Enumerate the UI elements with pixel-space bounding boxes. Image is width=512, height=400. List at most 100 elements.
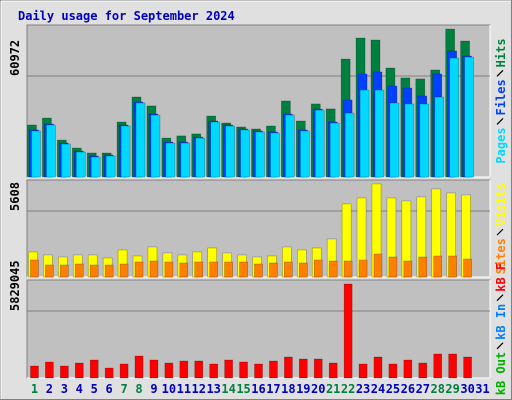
bar <box>60 264 69 278</box>
bar <box>464 56 474 178</box>
x-tick-label: 11 <box>177 382 191 396</box>
bar <box>373 253 383 278</box>
bar <box>373 356 383 379</box>
legend-separator <box>496 294 504 302</box>
bar <box>30 365 39 379</box>
bar <box>164 261 174 278</box>
bar <box>164 362 174 379</box>
legend-entry: kB F <box>494 263 508 292</box>
bar <box>254 263 263 278</box>
bar <box>463 258 472 278</box>
bar <box>313 259 323 278</box>
x-tick-label: 16 <box>251 382 265 396</box>
x-tick-label: 23 <box>356 382 370 396</box>
plot-area <box>26 279 491 379</box>
legend-separator <box>496 118 504 125</box>
legend-entry: Files <box>494 79 508 115</box>
bar <box>74 263 84 278</box>
bar <box>388 256 398 278</box>
bar <box>89 264 99 278</box>
bar <box>46 124 56 178</box>
bar <box>134 355 144 379</box>
x-tick-label: 10 <box>162 382 176 396</box>
bar <box>149 260 159 278</box>
bar <box>149 359 159 379</box>
x-tick-label: 1 <box>31 382 38 396</box>
bar <box>45 264 54 278</box>
x-tick-label: 17 <box>266 382 280 396</box>
bar <box>31 130 41 178</box>
x-tick-label: 21 <box>326 382 340 396</box>
bar <box>448 353 457 379</box>
bar <box>403 359 413 379</box>
bar <box>90 156 101 178</box>
bar <box>359 89 370 178</box>
x-tick-label: 9 <box>150 382 157 396</box>
bar <box>449 57 459 178</box>
bar <box>299 358 308 379</box>
bar <box>284 356 293 379</box>
bar <box>60 365 69 379</box>
bar <box>270 132 280 178</box>
x-tick-label: 8 <box>135 382 142 396</box>
bar <box>150 114 161 178</box>
bar <box>284 261 293 278</box>
bar <box>89 359 99 379</box>
y-tick-label: 5829045 <box>8 260 22 311</box>
bar <box>74 362 84 379</box>
bar <box>119 363 129 379</box>
x-tick-label: 20 <box>311 382 325 396</box>
bar <box>104 367 114 379</box>
bar <box>134 261 144 278</box>
bar <box>120 125 131 178</box>
bar <box>119 263 129 278</box>
y-tick-label: 60972 <box>8 40 22 76</box>
bar <box>313 358 323 379</box>
bar <box>210 121 220 178</box>
chart-title: Daily usage for September 2024 <box>18 9 235 23</box>
bar <box>463 356 472 379</box>
bar <box>75 151 86 178</box>
x-tick-label: 26 <box>401 382 415 396</box>
legend-entry: Visits <box>494 183 508 226</box>
bar <box>314 109 325 178</box>
bar <box>448 255 457 278</box>
x-tick-label: 7 <box>120 382 127 396</box>
bar <box>179 262 189 278</box>
bar <box>194 360 204 379</box>
bar <box>165 142 176 178</box>
bar <box>329 122 340 178</box>
bar <box>104 264 114 278</box>
legend-entry: Pages <box>494 127 508 163</box>
bar <box>433 255 443 278</box>
legend-separator <box>496 228 504 236</box>
y-tick-label: 5608 <box>8 182 22 211</box>
bar <box>269 360 278 379</box>
bar <box>343 283 353 379</box>
bar <box>224 359 233 379</box>
bar <box>239 261 248 278</box>
legend-entry: Hits <box>494 38 508 67</box>
x-tick-label: 31 <box>475 382 489 396</box>
bar <box>434 96 445 178</box>
x-tick-label: 13 <box>206 382 220 396</box>
bar <box>240 129 250 178</box>
bar <box>419 103 430 178</box>
bar <box>30 259 39 278</box>
x-tick-label: 5 <box>91 382 98 396</box>
x-tick-label: 29 <box>445 382 459 396</box>
x-tick-label: 18 <box>281 382 295 396</box>
x-tick-label: 28 <box>430 382 444 396</box>
bar <box>300 130 310 178</box>
bar <box>418 362 428 379</box>
bar <box>388 363 398 379</box>
bar <box>61 143 71 178</box>
bar <box>374 89 385 178</box>
bar <box>209 363 218 379</box>
x-tick-label: 24 <box>371 382 385 396</box>
bar <box>418 256 428 278</box>
legend-separator <box>496 69 504 77</box>
bar <box>180 142 191 178</box>
bar <box>328 362 338 379</box>
